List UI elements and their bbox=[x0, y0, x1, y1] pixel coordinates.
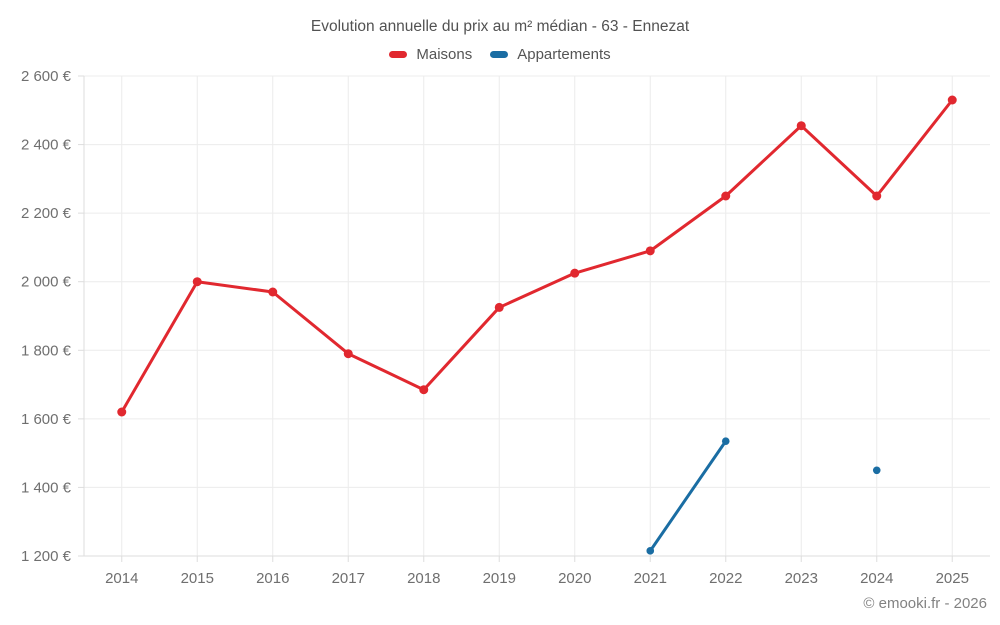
y-axis-tick-label: 2 400 € bbox=[21, 137, 72, 154]
data-point-maisons-2022[interactable] bbox=[721, 191, 731, 201]
y-axis-tick-label: 2 600 € bbox=[21, 68, 72, 85]
series-line-appartements bbox=[648, 439, 728, 553]
data-point-maisons-2018[interactable] bbox=[419, 385, 429, 395]
y-axis-tick-label: 2 000 € bbox=[21, 274, 72, 291]
data-point-appartements-2024[interactable] bbox=[872, 466, 881, 475]
data-point-appartements-2021[interactable] bbox=[646, 547, 655, 555]
chart-title: Evolution annuelle du prix au m² médian … bbox=[310, 18, 690, 35]
legend-label-maisons: Maisons bbox=[416, 46, 473, 63]
chart-legend: Maisons Appartements bbox=[0, 46, 1000, 63]
data-point-appartements-2022[interactable] bbox=[721, 437, 730, 445]
legend-item-maisons[interactable]: Maisons bbox=[389, 46, 472, 63]
y-axis-tick-label: 1 200 € bbox=[21, 548, 72, 565]
data-point-maisons-2020[interactable] bbox=[570, 268, 580, 278]
data-point-maisons-2024[interactable] bbox=[872, 191, 882, 201]
data-point-maisons-2016[interactable] bbox=[268, 287, 278, 297]
data-point-maisons-2021[interactable] bbox=[645, 246, 655, 256]
legend-label-appartements: Appartements bbox=[517, 46, 611, 63]
y-axis-tick-label: 1 400 € bbox=[21, 479, 72, 496]
copyright-text: © emooki.fr - 2026 bbox=[863, 595, 987, 612]
legend-item-appartements[interactable]: Appartements bbox=[490, 46, 611, 63]
x-axis-tick-label: 2023 bbox=[785, 570, 818, 587]
y-axis-tick-label: 1 800 € bbox=[21, 342, 72, 359]
data-point-maisons-2023[interactable] bbox=[796, 121, 806, 131]
data-point-maisons-2019[interactable] bbox=[494, 302, 504, 312]
data-point-maisons-2017[interactable] bbox=[343, 349, 353, 359]
x-axis-tick-label: 2018 bbox=[407, 570, 440, 587]
y-axis-tick-label: 2 200 € bbox=[21, 205, 72, 222]
x-axis-tick-label: 2020 bbox=[558, 570, 591, 587]
x-axis-tick-label: 2014 bbox=[105, 570, 138, 587]
x-axis-tick-label: 2015 bbox=[181, 570, 214, 587]
y-axis-tick-label: 1 600 € bbox=[21, 411, 72, 428]
legend-swatch-maisons-icon bbox=[389, 51, 408, 58]
data-point-maisons-2025[interactable] bbox=[947, 95, 957, 105]
x-axis-tick-label: 2025 bbox=[936, 570, 969, 587]
series-line-maisons bbox=[120, 98, 954, 414]
data-point-maisons-2015[interactable] bbox=[192, 277, 202, 287]
x-axis-tick-label: 2017 bbox=[332, 570, 365, 587]
x-axis-tick-label: 2016 bbox=[256, 570, 289, 587]
legend-swatch-appartements-icon bbox=[490, 51, 509, 58]
x-axis-tick-label: 2021 bbox=[634, 570, 667, 587]
x-axis-tick-label: 2024 bbox=[860, 570, 893, 587]
x-axis-tick-label: 2022 bbox=[709, 570, 742, 587]
data-point-maisons-2014[interactable] bbox=[117, 407, 127, 417]
x-axis-tick-label: 2019 bbox=[483, 570, 516, 587]
